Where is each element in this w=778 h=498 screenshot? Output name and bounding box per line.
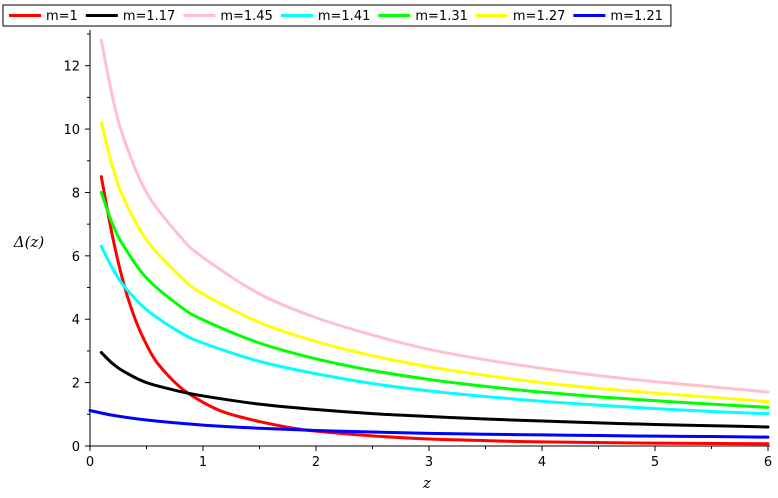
- series-line-m-1-45: [99, 38, 770, 394]
- x-tick-label: 6: [764, 455, 772, 470]
- x-tick-label: 2: [312, 455, 320, 470]
- legend-box: [2, 4, 672, 27]
- series-line-m-1-27: [99, 121, 770, 404]
- legend-entry-label: m=1.31: [415, 9, 468, 24]
- x-tick-label: 5: [651, 455, 659, 470]
- series-line-m-1-21: [88, 409, 770, 439]
- legend-entry-label: m=1.17: [123, 9, 176, 24]
- x-tick-label: 0: [86, 455, 94, 470]
- legend: m=1 m=1.17 m=1.45 m=1.41 m=1.31 m=1.27 m=1.21: [2, 4, 672, 27]
- series-line-m-1: [99, 175, 770, 446]
- y-tick-label: 10: [63, 123, 80, 138]
- y-tick-label: 2: [72, 377, 80, 392]
- legend-entry-label: m=1.21: [610, 9, 663, 24]
- x-tick-label: 4: [538, 455, 546, 470]
- legend-entry-label: m=1: [46, 9, 78, 24]
- legend-entry-label: m=1.27: [513, 9, 566, 24]
- y-tick-label: 12: [63, 60, 80, 75]
- x-tick-label: 3: [425, 455, 433, 470]
- series-line-m-1-31: [99, 190, 770, 409]
- legend-entry-label: m=1.45: [220, 9, 273, 24]
- x-axis-label: z: [422, 474, 431, 492]
- y-tick-label: 6: [72, 250, 80, 265]
- y-tick-label: 4: [72, 313, 80, 328]
- x-tick-label: 1: [199, 455, 207, 470]
- y-tick-label: 8: [72, 186, 80, 201]
- legend-entry-label: m=1.41: [318, 9, 371, 24]
- y-axis-label: Δ(z): [13, 233, 45, 251]
- y-tick-label: 0: [72, 440, 80, 455]
- series-line-m-1-17: [99, 351, 770, 429]
- series-line-m-1-41: [99, 244, 770, 416]
- series-layer: [88, 38, 770, 446]
